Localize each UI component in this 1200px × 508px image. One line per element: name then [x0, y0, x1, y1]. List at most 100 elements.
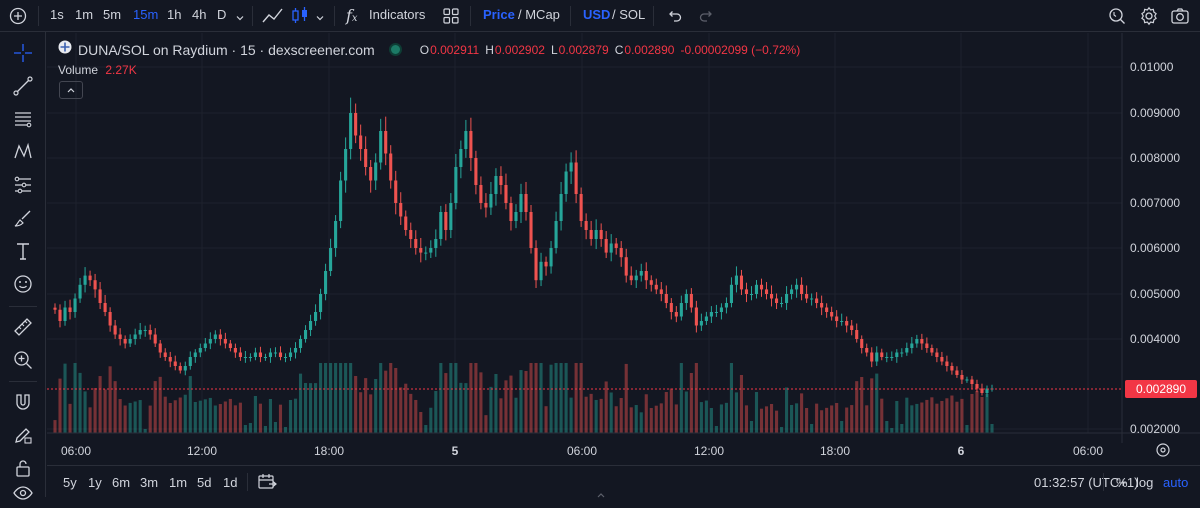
candle: [850, 319, 854, 336]
add-symbol-icon[interactable]: [8, 6, 28, 31]
range-1y[interactable]: 1y: [88, 475, 102, 490]
volume-bar: [800, 393, 804, 433]
mcap-toggle[interactable]: / MCap: [518, 7, 560, 22]
volume-bar: [359, 392, 363, 433]
candle: [599, 223, 603, 247]
candle: [644, 262, 648, 289]
candle: [103, 294, 107, 317]
clock-readout[interactable]: 01:32:57 (UTC+1): [1034, 475, 1139, 490]
volume-bar: [53, 420, 57, 433]
emoji-icon[interactable]: [8, 269, 38, 299]
camera-icon[interactable]: [1170, 6, 1190, 31]
volume-bar: [88, 407, 92, 433]
volume-bar: [143, 429, 147, 433]
percent-toggle[interactable]: %: [1116, 475, 1128, 490]
horizontal-lines-icon[interactable]: [8, 104, 38, 134]
usd-toggle[interactable]: USD: [583, 7, 611, 22]
text-tool-icon[interactable]: [8, 236, 38, 266]
undo-icon[interactable]: [665, 7, 683, 30]
range-6m[interactable]: 6m: [112, 475, 131, 490]
candle: [659, 282, 663, 302]
prediction-tool-icon[interactable]: [8, 170, 38, 200]
time-tick-label: 18:00: [314, 444, 344, 458]
candle: [980, 383, 984, 396]
volume-bar: [554, 363, 558, 433]
collapse-legend-button[interactable]: [59, 81, 83, 99]
volume-bar: [649, 408, 653, 433]
indicators-button[interactable]: Indicators: [369, 7, 426, 22]
magnet-icon[interactable]: [8, 387, 38, 417]
quick-search-icon[interactable]: [1107, 6, 1127, 31]
redo-icon[interactable]: [698, 7, 716, 30]
volume-bar: [148, 405, 152, 433]
interval-4h[interactable]: 4h: [192, 7, 207, 22]
candle: [163, 348, 167, 361]
brush-icon[interactable]: [8, 203, 38, 233]
candle: [830, 306, 834, 321]
volume-bar: [118, 399, 122, 433]
pattern-icon[interactable]: [8, 137, 38, 167]
pencil-lock-icon[interactable]: [8, 420, 38, 450]
auto-toggle[interactable]: auto: [1163, 475, 1189, 490]
interval-5m[interactable]: 5m: [103, 7, 122, 22]
volume-bar: [629, 407, 633, 433]
candle: [78, 277, 82, 303]
volume-bar: [123, 405, 127, 433]
volume-bar: [128, 402, 132, 433]
date-range-icon[interactable]: [257, 472, 277, 497]
volume-bar: [384, 370, 388, 433]
interval-1h[interactable]: 1h: [167, 7, 182, 22]
volume-bar: [489, 386, 493, 433]
volume-bar: [233, 405, 237, 433]
candle: [855, 323, 859, 343]
volume-bar: [444, 373, 448, 433]
candle: [870, 347, 874, 368]
volume-bar: [474, 363, 478, 433]
volume-bar: [900, 424, 904, 433]
interval-d[interactable]: D: [217, 7, 227, 22]
volume-bar: [273, 422, 278, 433]
volume-bar: [990, 424, 994, 433]
candle: [654, 278, 658, 295]
volume-bar: [258, 403, 262, 433]
log-toggle[interactable]: log: [1136, 475, 1154, 490]
interval-1m[interactable]: 1m: [75, 7, 94, 22]
candle: [324, 263, 328, 301]
volume-bar: [399, 387, 403, 433]
line-chart-icon[interactable]: [262, 7, 284, 30]
interval-15m[interactable]: 15m: [133, 7, 159, 22]
candle: [298, 335, 303, 353]
lock-icon[interactable]: [8, 453, 38, 483]
candle: [143, 325, 147, 337]
zoom-in-icon[interactable]: [8, 345, 38, 375]
trend-line-icon[interactable]: [8, 71, 38, 101]
axis-settings-icon[interactable]: [1156, 443, 1170, 457]
candles-icon[interactable]: [290, 6, 310, 31]
price-chart[interactable]: 0.01000 0.009000 0.008000 0.007000 0.006000 0…: [47, 33, 1200, 463]
volume-bar: [238, 402, 242, 433]
range-1d[interactable]: 1d: [223, 475, 238, 490]
price-toggle[interactable]: Price: [483, 7, 515, 22]
ruler-icon[interactable]: [8, 312, 38, 342]
crosshair-icon[interactable]: [8, 38, 38, 68]
range-5d[interactable]: 5d: [197, 475, 212, 490]
sol-toggle[interactable]: / SOL: [612, 7, 646, 22]
volume-bar: [925, 399, 929, 433]
eye-icon[interactable]: [8, 478, 38, 508]
chevron-up-icon[interactable]: [596, 486, 606, 504]
candle: [354, 103, 358, 144]
candle: [704, 311, 708, 325]
settings-gear-icon[interactable]: [1139, 6, 1159, 31]
volume-bar: [754, 392, 759, 433]
layout-grid-icon[interactable]: [442, 7, 460, 30]
interval-1s[interactable]: 1s: [50, 7, 64, 22]
price-tick-label: 0.007000: [1130, 196, 1180, 210]
candle: [975, 379, 979, 393]
range-5y[interactable]: 5y: [63, 475, 77, 490]
chevron-down-icon[interactable]: [315, 10, 325, 28]
chevron-down-icon[interactable]: [235, 10, 245, 28]
drawing-toolbar: [0, 32, 46, 500]
indicators-icon[interactable]: fx: [346, 6, 358, 25]
range-3m[interactable]: 3m: [140, 475, 159, 490]
range-1m[interactable]: 1m: [169, 475, 188, 490]
